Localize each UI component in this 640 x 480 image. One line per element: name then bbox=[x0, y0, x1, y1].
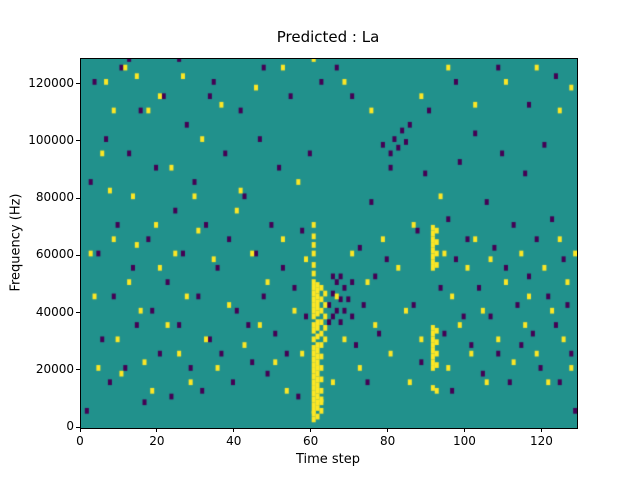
x-tick-label: 0 bbox=[76, 434, 84, 448]
x-tick-label: 120 bbox=[529, 434, 553, 448]
y-tick bbox=[76, 83, 80, 85]
x-axis-label: Time step bbox=[295, 452, 361, 467]
x-tick bbox=[387, 428, 389, 432]
x-tick bbox=[156, 428, 158, 432]
y-tick-label: 60000 bbox=[35, 247, 74, 262]
x-tick bbox=[233, 428, 235, 432]
y-tick bbox=[76, 369, 80, 371]
y-tick-label: 40000 bbox=[35, 304, 74, 319]
x-tick bbox=[310, 428, 312, 432]
x-tick-label: 40 bbox=[226, 434, 242, 448]
x-tick bbox=[540, 428, 542, 432]
chart-title: Predicted : La bbox=[276, 28, 380, 46]
x-tick bbox=[463, 428, 465, 432]
y-tick bbox=[76, 140, 80, 142]
y-tick-label: 20000 bbox=[35, 361, 74, 376]
y-tick-label: 80000 bbox=[35, 190, 74, 205]
y-tick bbox=[76, 426, 80, 428]
x-tick-label: 20 bbox=[149, 434, 165, 448]
y-tick bbox=[76, 254, 80, 256]
x-tick bbox=[79, 428, 81, 432]
x-tick-label: 100 bbox=[453, 434, 476, 448]
y-tick-label: 100000 bbox=[28, 132, 74, 147]
y-tick bbox=[76, 197, 80, 199]
y-tick-label: 120000 bbox=[28, 75, 74, 90]
heatmap-canvas bbox=[81, 59, 577, 428]
y-axis-label: Frequency (Hz) bbox=[8, 193, 24, 292]
x-tick-label: 60 bbox=[303, 434, 319, 448]
y-tick bbox=[76, 312, 80, 314]
y-tick-label: 0 bbox=[66, 419, 74, 433]
x-tick-label: 80 bbox=[379, 434, 396, 448]
plot-area bbox=[80, 58, 578, 429]
